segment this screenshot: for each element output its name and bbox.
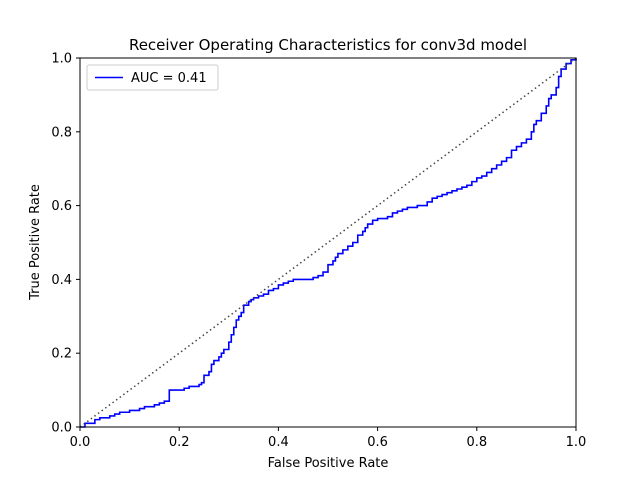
x-axis-label: False Positive Rate [268, 456, 389, 471]
y-tick-label: 0.4 [51, 273, 72, 288]
x-tick-label: 0.8 [466, 435, 487, 450]
x-tick-label: 0.2 [169, 435, 190, 450]
y-tick-label: 0.0 [51, 421, 72, 436]
plot-area [79, 57, 577, 428]
y-axis-label: True Positive Rate [28, 184, 43, 301]
y-axis-ticks: 0.0 0.2 0.4 0.6 0.8 1.0 [51, 52, 80, 436]
x-axis-ticks: 0.0 0.2 0.4 0.6 0.8 1.0 [70, 427, 587, 450]
y-tick-label: 0.2 [51, 347, 72, 362]
chart-title: Receiver Operating Characteristics for c… [129, 36, 527, 54]
x-tick-label: 0.0 [70, 435, 91, 450]
x-tick-label: 0.4 [268, 435, 289, 450]
legend-box [86, 64, 219, 91]
legend: AUC = 0.41 [86, 64, 219, 91]
roc-curve-line [80, 58, 577, 428]
x-tick-label: 1.0 [566, 435, 587, 450]
legend-label: AUC = 0.41 [131, 71, 207, 86]
y-tick-label: 1.0 [51, 52, 72, 67]
y-tick-label: 0.8 [51, 125, 72, 140]
y-tick-label: 0.6 [51, 199, 72, 214]
x-tick-label: 0.6 [367, 435, 388, 450]
axes-frame [79, 57, 577, 428]
